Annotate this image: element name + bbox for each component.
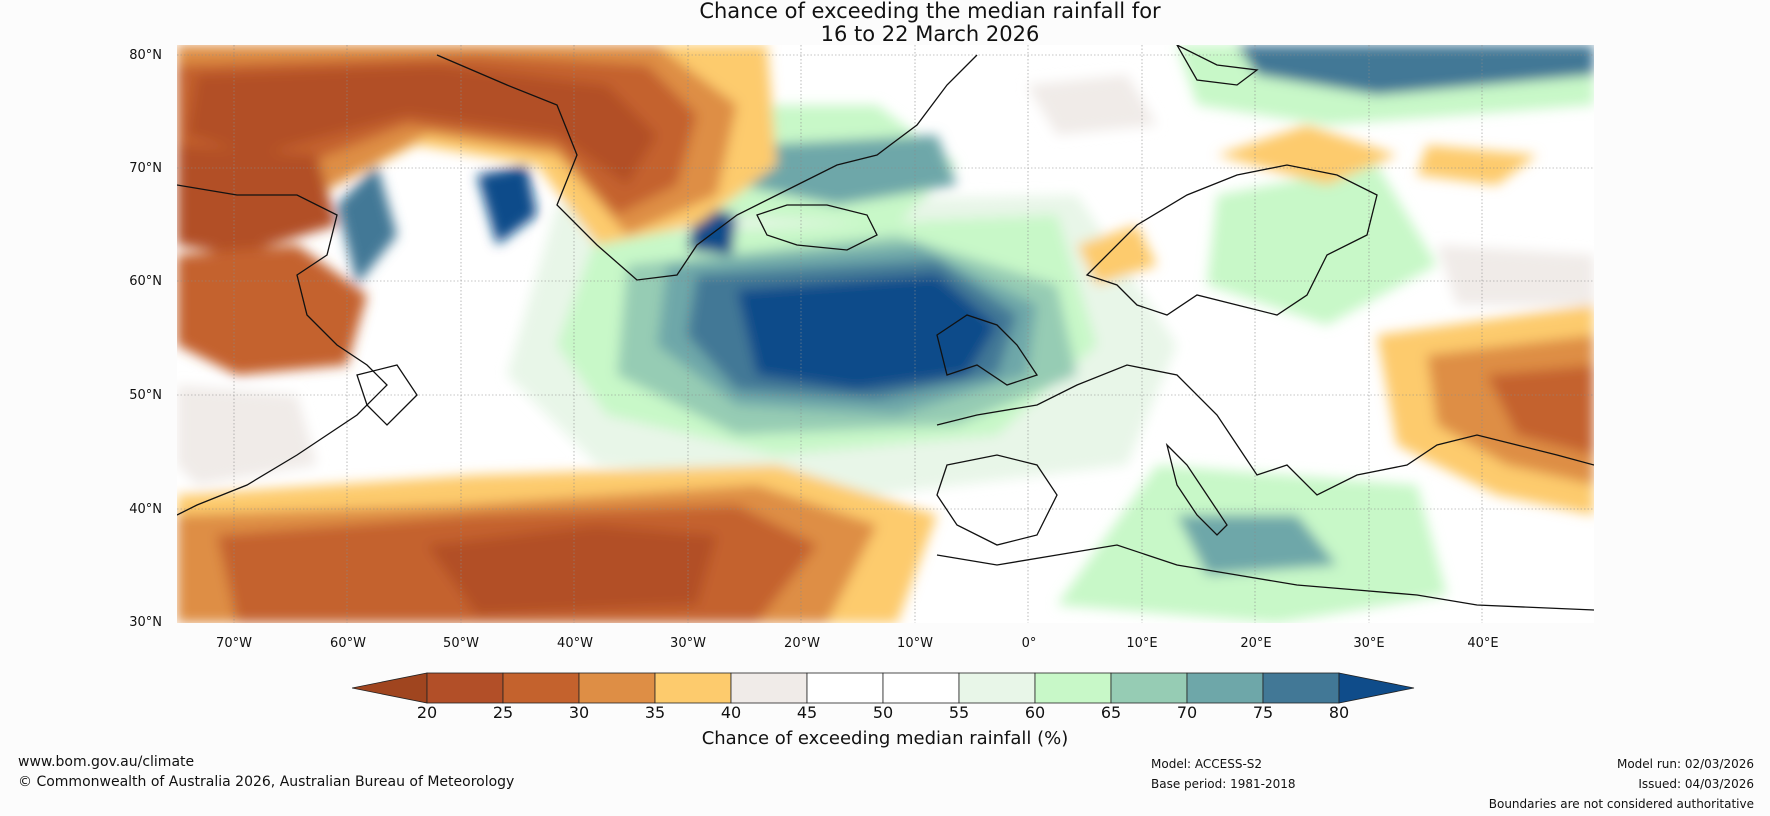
colorbar-segment xyxy=(730,672,808,704)
colorbar-tick-label: 50 xyxy=(872,703,894,722)
disclaimer-text: Boundaries are not considered authoritat… xyxy=(1488,797,1754,811)
model-run-text: Model run: 02/03/2026 xyxy=(1616,757,1754,771)
website-link[interactable]: www.bom.gov.au/climate xyxy=(18,754,195,770)
lon-label-40e: 40°E xyxy=(1467,636,1499,651)
colorbar-tick-label: 65 xyxy=(1100,703,1122,722)
coastlines xyxy=(177,45,1594,611)
lat-label-40n: 40°N xyxy=(129,502,162,517)
lon-label-20w: 20°W xyxy=(784,636,820,651)
svalbard-coast xyxy=(1176,45,1259,86)
colorbar-segment xyxy=(1034,672,1112,704)
probability-shading xyxy=(177,45,1594,623)
british-isles-coast xyxy=(936,314,1039,386)
colorbar-segment xyxy=(654,672,732,704)
scandinavia-coast xyxy=(1085,164,1378,316)
colorbar-tick-label: 40 xyxy=(720,703,742,722)
colorbar-svg xyxy=(351,672,1415,704)
colorbar-extend-high xyxy=(1338,672,1415,704)
colorbar-segment xyxy=(882,672,960,704)
lon-label-70w: 70°W xyxy=(216,636,252,651)
lat-label-50n: 50°N xyxy=(129,388,162,403)
colorbar-tick-label: 75 xyxy=(1252,703,1274,722)
colorbar-extend-low xyxy=(351,672,428,704)
graticule xyxy=(177,45,1594,623)
colorbar xyxy=(351,672,1422,708)
base-period-text: Base period: 1981-2018 xyxy=(1151,777,1296,791)
title-line-2: 16 to 22 March 2026 xyxy=(820,22,1040,46)
colorbar-segment xyxy=(1262,672,1340,704)
colorbar-tick-label: 30 xyxy=(568,703,590,722)
model-text: Model: ACCESS-S2 xyxy=(1151,757,1263,771)
colorbar-tick-label: 25 xyxy=(492,703,514,722)
lon-label-10w: 10°W xyxy=(897,636,933,651)
colorbar-segment xyxy=(502,672,580,704)
europe-coast xyxy=(936,364,1594,496)
colorbar-tick-label: 60 xyxy=(1024,703,1046,722)
colorbar-tick-label: 55 xyxy=(948,703,970,722)
lat-label-80n: 80°N xyxy=(129,48,162,63)
issued-text: Issued: 04/03/2026 xyxy=(1638,777,1754,791)
colorbar-segment xyxy=(806,672,884,704)
colorbar-segment xyxy=(578,672,656,704)
colorbar-segment xyxy=(1186,672,1264,704)
map-title: Chance of exceeding the median rainfall … xyxy=(0,0,1770,46)
lat-label-70n: 70°N xyxy=(129,161,162,176)
colorbar-label: Chance of exceeding median rainfall (%) xyxy=(701,728,1069,749)
north-africa-coast xyxy=(936,544,1594,611)
colorbar-segment xyxy=(1110,672,1188,704)
colorbar-segment xyxy=(426,672,504,704)
colorbar-tick-label: 45 xyxy=(796,703,818,722)
lon-label-20e: 20°E xyxy=(1240,636,1272,651)
copyright-text: © Commonwealth of Australia 2026, Austra… xyxy=(18,774,515,790)
lat-label-30n: 30°N xyxy=(129,615,162,630)
lon-label-0: 0° xyxy=(1021,636,1037,651)
newfoundland-coast xyxy=(356,364,418,426)
italy-coast xyxy=(1165,442,1228,536)
colorbar-tick-label: 80 xyxy=(1328,703,1350,722)
lon-label-10e: 10°E xyxy=(1126,636,1158,651)
colorbar-segment xyxy=(958,672,1036,704)
iceland-coast xyxy=(756,204,878,251)
lon-label-60w: 60°W xyxy=(330,636,366,651)
lat-label-60n: 60°N xyxy=(129,274,162,289)
colorbar-tick-label: 35 xyxy=(644,703,666,722)
greenland-coast xyxy=(436,54,978,281)
lon-label-30w: 30°W xyxy=(670,636,706,651)
iberia-coast xyxy=(936,454,1058,546)
lon-label-50w: 50°W xyxy=(443,636,479,651)
colorbar-tick-label: 70 xyxy=(1176,703,1198,722)
lon-label-30e: 30°E xyxy=(1353,636,1385,651)
title-line-1: Chance of exceeding the median rainfall … xyxy=(699,0,1161,23)
lon-label-40w: 40°W xyxy=(557,636,593,651)
rainfall-map xyxy=(177,45,1594,623)
map-field xyxy=(177,45,1594,623)
north-america-coast xyxy=(177,184,388,516)
colorbar-tick-label: 20 xyxy=(416,703,438,722)
